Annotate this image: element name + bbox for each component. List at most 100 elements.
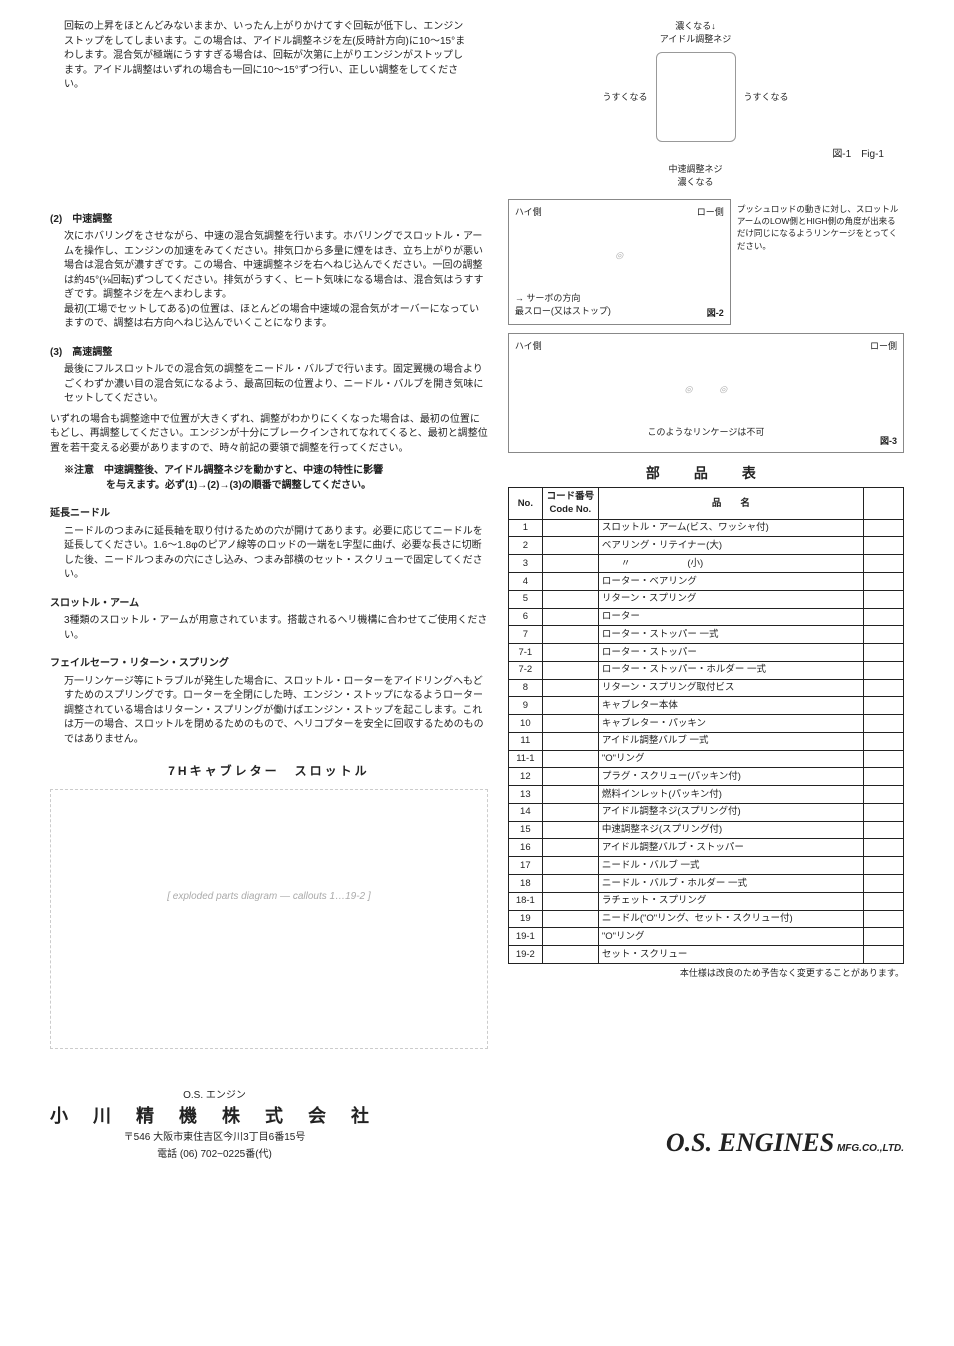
parts-code — [542, 875, 598, 893]
parts-name: ベアリング・リテイナー(大) — [598, 537, 863, 555]
sec2-body: 次にホバリングをさせながら、中速の混合気調整を行います。ホバリングでスロットル・… — [64, 230, 488, 332]
parts-code — [542, 946, 598, 964]
parts-no: 11 — [508, 732, 542, 750]
parts-no: 13 — [508, 786, 542, 804]
parts-name: ラチェット・スプリング — [598, 892, 863, 910]
carburetor-icon — [656, 52, 736, 142]
parts-code — [542, 519, 598, 537]
footer: O.S. エンジン 小 川 精 機 株 式 会 社 〒546 大阪市東住吉区今川… — [50, 1089, 904, 1163]
parts-code — [542, 928, 598, 946]
parts-name: ニードル("O"リング、セット・スクリュー付) — [598, 910, 863, 928]
parts-code — [542, 661, 598, 679]
fig1-caption: 図-1 Fig-1 — [487, 148, 904, 163]
parts-no: 12 — [508, 768, 542, 786]
parts-name: 燃料インレット(パッキン付) — [598, 786, 863, 804]
figure-1: 濃くなる↓ アイドル調整ネジ うすくなる うすくなる 図-1 Fig-1 中速調… — [487, 20, 904, 189]
parts-no: 7-1 — [508, 644, 542, 662]
fig1-bottom-annot: 濃くなる — [487, 176, 904, 189]
parts-name: ローター・ストッパー・ホルダー 一式 — [598, 661, 863, 679]
parts-code — [542, 590, 598, 608]
sec3-title: (3) 高速調整 — [50, 346, 488, 361]
table-row: 17ニードル・バルブ 一式 — [508, 857, 903, 875]
parts-name: リターン・スプリング取付ビス — [598, 679, 863, 697]
parts-blank — [864, 892, 904, 910]
parts-code — [542, 608, 598, 626]
parts-th-blank — [864, 488, 904, 520]
parts-blank — [864, 750, 904, 768]
parts-no: 4 — [508, 573, 542, 591]
intro-paragraph: 回転の上昇をほとんどみないままか、いったん上がりかけてすぐ回転が低下し、エンジン… — [50, 20, 467, 189]
sec3-note2: を与えます。必ず(1)→(2)→(3)の順番で調整してください。 — [106, 479, 488, 494]
parts-no: 3 — [508, 555, 542, 573]
servo-dir: → サーボの方向 — [515, 292, 724, 305]
company-addr1: 〒546 大阪市東住吉区今川3丁目6番15号 — [50, 1131, 379, 1146]
parts-no: 11-1 — [508, 750, 542, 768]
parts-blank — [864, 732, 904, 750]
company-name: 小 川 精 機 株 式 会 社 — [50, 1103, 379, 1129]
fig3-tag: 図-3 — [880, 435, 897, 448]
parts-blank — [864, 715, 904, 733]
parts-name: ローター — [598, 608, 863, 626]
parts-no: 2 — [508, 537, 542, 555]
parts-no: 1 — [508, 519, 542, 537]
lo-label: ロー側 — [697, 206, 724, 219]
fig1-left-annot: うすくなる — [602, 91, 647, 104]
table-row: 12プラグ・スクリュー(パッキン付) — [508, 768, 903, 786]
parts-name: ローター・ベアリング — [598, 573, 863, 591]
parts-table-title: 部 品 表 — [508, 463, 904, 483]
parts-no: 18 — [508, 875, 542, 893]
parts-blank — [864, 946, 904, 964]
parts-blank — [864, 875, 904, 893]
table-row: 6ローター — [508, 608, 903, 626]
parts-no: 17 — [508, 857, 542, 875]
parts-code — [542, 626, 598, 644]
table-row: 7-1ローター・ストッパー — [508, 644, 903, 662]
parts-no: 19-2 — [508, 946, 542, 964]
brand-logo: O.S. ENGINES — [666, 1128, 834, 1157]
parts-no: 7 — [508, 626, 542, 644]
parts-blank — [864, 697, 904, 715]
table-row: 9キャブレター本体 — [508, 697, 903, 715]
parts-name: スロットル・アーム(ビス、ワッシャ付) — [598, 519, 863, 537]
parts-code — [542, 857, 598, 875]
table-row: 8リターン・スプリング取付ビス — [508, 679, 903, 697]
hi-label: ハイ側 — [515, 206, 542, 219]
parts-code — [542, 537, 598, 555]
parts-code — [542, 768, 598, 786]
fig1-mid-label: 中速調整ネジ — [487, 163, 904, 176]
parts-code — [542, 697, 598, 715]
parts-th-code: コード番号 Code No. — [542, 488, 598, 520]
parts-blank — [864, 519, 904, 537]
parts-no: 5 — [508, 590, 542, 608]
table-row: 18ニードル・バルブ・ホルダー 一式 — [508, 875, 903, 893]
parts-name: 〃 (小) — [598, 555, 863, 573]
company-addr2: 電話 (06) 702−0225番(代) — [50, 1148, 379, 1163]
parts-code — [542, 839, 598, 857]
fig1-right-annot: うすくなる — [744, 91, 789, 104]
linkage-diagram-ok: ハイ側 ロー側 ◎ → サーボの方向 最スロー(又はストップ) 図-2 — [508, 199, 731, 325]
parts-code — [542, 644, 598, 662]
table-row: 16 アイドル調整バルブ・ストッパー — [508, 839, 903, 857]
lo-label-2: ロー側 — [870, 340, 897, 353]
parts-blank — [864, 839, 904, 857]
parts-no: 19-1 — [508, 928, 542, 946]
parts-name: アイドル調整バルブ・ストッパー — [598, 839, 863, 857]
parts-name: 中速調整ネジ(スプリング付) — [598, 821, 863, 839]
footer-left: O.S. エンジン 小 川 精 機 株 式 会 社 〒546 大阪市東住吉区今川… — [50, 1089, 379, 1163]
parts-no: 9 — [508, 697, 542, 715]
footer-right: O.S. ENGINES MFG.CO.,LTD. — [666, 1124, 904, 1162]
table-row: 10キャブレター・パッキン — [508, 715, 903, 733]
fig1-top-annot: 濃くなる↓ — [487, 20, 904, 33]
linkage-diagram-ng: ハイ側 ロー側 ◎ ◎ このようなリンケージは不可 図-3 — [508, 333, 904, 453]
parts-no: 16 — [508, 839, 542, 857]
sec3-note1: ※注意 中速調整後、アイドル調整ネジを動かすと、中速の特性に影響 — [64, 464, 488, 479]
os-label: O.S. エンジン — [50, 1089, 379, 1104]
parts-code — [542, 715, 598, 733]
parts-no: 18-1 — [508, 892, 542, 910]
table-row: 5リターン・スプリング — [508, 590, 903, 608]
sec2-title: (2) 中速調整 — [50, 213, 488, 228]
parts-blank — [864, 608, 904, 626]
parts-no: 19 — [508, 910, 542, 928]
table-row: 19 ニードル("O"リング、セット・スクリュー付) — [508, 910, 903, 928]
parts-code — [542, 732, 598, 750]
